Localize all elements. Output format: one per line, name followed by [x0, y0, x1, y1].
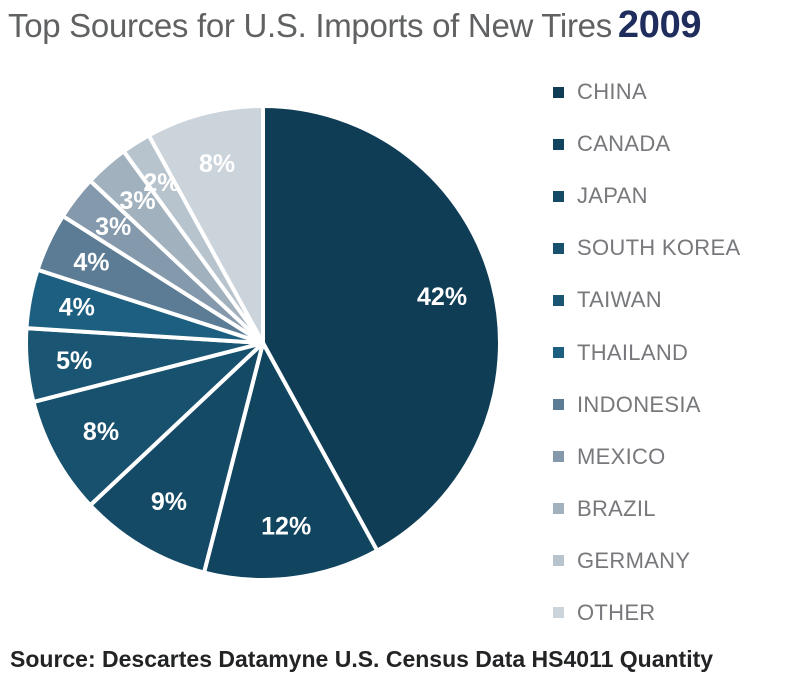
legend-swatch [553, 347, 564, 359]
slice-label-thailand: 4% [59, 293, 95, 321]
legend-item-indonesia: INDONESIA [553, 379, 740, 431]
legend-swatch [553, 451, 564, 463]
legend-swatch [553, 399, 564, 411]
legend-swatch [553, 607, 564, 619]
chart-title: Top Sources for U.S. Imports of New Tire… [8, 4, 702, 47]
slice-label-other: 8% [199, 150, 235, 178]
legend-label: CANADA [577, 131, 671, 157]
legend-label: MEXICO [577, 443, 666, 469]
pie-slice-south-korea [31, 341, 265, 508]
slice-label-south-korea: 8% [83, 418, 119, 446]
legend-label: GERMANY [577, 547, 691, 573]
legend-swatch [553, 503, 564, 515]
legend-swatch [553, 190, 564, 202]
legend-item-thailand: THAILAND [553, 326, 740, 378]
legend-label: BRAZIL [577, 495, 656, 521]
legend-item-brazil: BRAZIL [553, 483, 740, 535]
legend-swatch [553, 138, 564, 150]
legend-label: TAIWAN [577, 287, 662, 313]
slice-label-china: 42% [417, 283, 467, 311]
legend-item-other: OTHER [553, 587, 740, 639]
slice-label-japan: 9% [151, 488, 187, 516]
chart-title-year: 2009 [617, 4, 702, 46]
legend-item-japan: JAPAN [553, 170, 740, 222]
legend-item-taiwan: TAIWAN [553, 274, 740, 326]
legend-label: OTHER [577, 599, 656, 625]
legend-swatch [553, 242, 564, 254]
chart-title-text: Top Sources for U.S. Imports of New Tire… [8, 7, 612, 44]
slice-label-brazil: 3% [120, 187, 156, 215]
legend-item-mexico: MEXICO [553, 431, 740, 483]
legend-item-germany: GERMANY [553, 535, 740, 587]
legend-item-south-korea: SOUTH KOREA [553, 222, 740, 274]
legend-label: SOUTH KOREA [577, 235, 741, 261]
pie-slice-china [261, 104, 502, 553]
pie-slice-other [146, 104, 265, 345]
source-note: Source: Descartes Datamyne U.S. Census D… [10, 646, 714, 672]
legend-swatch [553, 86, 564, 98]
chart-legend: CHINA CANADA JAPAN SOUTH KOREA TAIWAN THAILAN… [553, 66, 740, 639]
legend-label: THAILAND [577, 339, 689, 365]
slice-label-indonesia: 4% [73, 248, 109, 276]
legend-swatch [553, 294, 564, 306]
slice-label-canada: 12% [261, 512, 311, 540]
legend-item-canada: CANADA [553, 118, 740, 170]
slice-label-taiwan: 5% [56, 347, 92, 375]
pie-slice-canada [202, 341, 380, 582]
pie-slice-japan [88, 341, 265, 575]
legend-item-china: CHINA [553, 66, 740, 118]
legend-label: INDONESIA [577, 391, 701, 417]
legend-label: JAPAN [577, 183, 648, 209]
legend-label: CHINA [577, 79, 647, 105]
slice-label-mexico: 3% [95, 213, 131, 241]
legend-swatch [553, 555, 564, 567]
